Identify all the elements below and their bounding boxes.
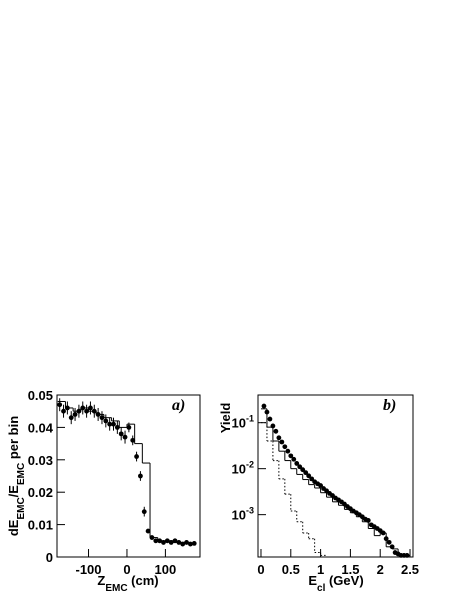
data-point <box>267 416 273 422</box>
y-axis-label-part: /E <box>6 485 21 498</box>
x-tick-label: 2.5 <box>401 562 419 577</box>
y-axis-label-part: per bin <box>6 416 21 463</box>
data-point <box>141 509 147 515</box>
data-point <box>273 428 279 434</box>
y-axis-label: dEEMC/EEMC per bin <box>6 416 27 536</box>
data-point <box>99 415 105 421</box>
y-tick-label: 0.04 <box>28 420 54 435</box>
data-point <box>288 453 294 459</box>
x-axis-label-part: Z <box>97 573 105 588</box>
x-tick-label: 1.5 <box>341 562 359 577</box>
x-tick-label: 100 <box>155 562 177 577</box>
data-point <box>88 405 93 411</box>
data-point <box>300 467 306 473</box>
x-axis-label-part: cl <box>317 583 326 594</box>
data-point <box>103 418 109 424</box>
y-tick-label: 0.01 <box>28 518 53 533</box>
x-axis-label-part: (cm) <box>128 573 159 588</box>
plot-frame <box>257 394 414 558</box>
data-point <box>309 476 315 482</box>
data-point <box>285 448 291 454</box>
data-point <box>386 539 392 545</box>
data-point <box>282 444 288 450</box>
data-point <box>303 470 309 476</box>
panel-annotation: a) <box>172 397 185 414</box>
data-point <box>61 408 66 414</box>
y-tick-base: 10 <box>232 508 246 523</box>
y-tick-base: 10 <box>232 462 246 477</box>
data-point <box>276 435 282 441</box>
y-axis-label-part: dE <box>6 519 21 536</box>
y-axis-label-part: EMC <box>16 497 27 519</box>
panel-annotation: b) <box>383 397 396 414</box>
data-point <box>138 473 143 479</box>
y-tick-label: 0.05 <box>28 388 53 403</box>
plot-frame <box>56 394 201 558</box>
y-tick-exponent: -3 <box>246 506 254 516</box>
y-tick-label: 0.03 <box>28 453 53 468</box>
data-point <box>68 415 74 421</box>
data-point <box>306 473 312 479</box>
data-point <box>126 425 132 430</box>
data-point <box>291 456 297 462</box>
data-point <box>122 434 128 440</box>
x-axis-label-part: EMC <box>105 583 127 594</box>
data-point <box>84 408 89 414</box>
x-axis-label: ZEMC (cm) <box>97 573 158 594</box>
y-axis-label-part: EMC <box>16 463 27 485</box>
y-tick-label: 10-2 <box>232 460 254 477</box>
data-point <box>134 454 139 459</box>
y-tick-label: 10-3 <box>232 506 254 523</box>
data-point <box>191 540 197 546</box>
x-tick-label: 2 <box>377 562 384 577</box>
y-tick-exponent: -2 <box>246 460 254 470</box>
y-tick-label: 0.02 <box>28 485 53 500</box>
y-axis-label: Yield <box>218 403 233 434</box>
data-point <box>261 403 267 409</box>
data-point <box>145 528 151 534</box>
x-tick-label: 0 <box>257 562 264 577</box>
y-tick-label: 0 <box>46 550 53 565</box>
x-axis-label-part: (GeV) <box>325 573 363 588</box>
data-point <box>294 461 300 466</box>
x-tick-label: 0 <box>123 562 130 577</box>
data-point <box>107 421 113 427</box>
data-point <box>57 402 63 408</box>
data-point <box>297 464 303 470</box>
y-tick-label: 10-1 <box>232 414 254 431</box>
x-tick-label: -100 <box>76 562 102 577</box>
y-tick-base: 10 <box>232 416 246 431</box>
y-axis-label-part: Yield <box>218 403 233 434</box>
data-point <box>279 439 285 445</box>
data-point <box>153 538 159 544</box>
x-axis-label: Ecl (GeV) <box>308 573 363 594</box>
x-axis-label-part: E <box>308 573 317 588</box>
data-point <box>130 437 136 443</box>
data-point <box>111 421 116 427</box>
data-point <box>118 431 124 437</box>
x-tick-label: 0.5 <box>282 562 300 577</box>
data-point <box>318 483 323 488</box>
x-tick-label: 1 <box>317 562 324 577</box>
y-tick-exponent: -1 <box>246 414 254 424</box>
data-point <box>72 412 78 417</box>
data-point <box>114 425 120 430</box>
